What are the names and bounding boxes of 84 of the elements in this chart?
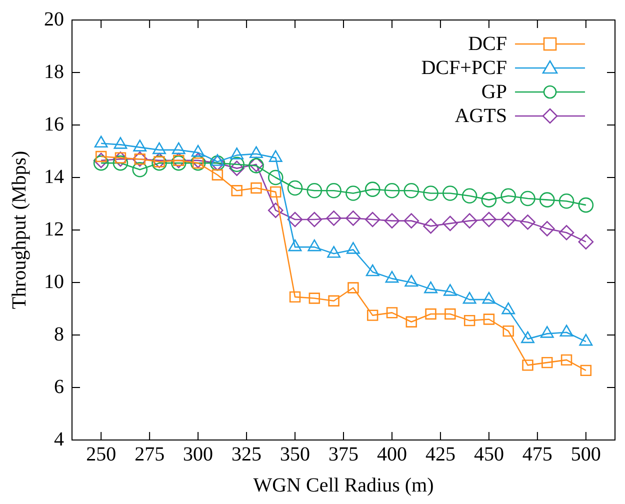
y-tick-label: 8 <box>54 323 64 346</box>
legend-label: DCF <box>468 32 507 56</box>
y-tick-label: 10 <box>44 270 64 293</box>
point <box>539 192 555 208</box>
legend-label: DCF+PCF <box>421 56 507 80</box>
x-tick-label: 300 <box>183 443 214 466</box>
point <box>250 182 262 194</box>
point <box>423 218 438 234</box>
point <box>404 213 420 228</box>
point <box>268 202 284 218</box>
point <box>442 216 458 232</box>
y-tick-label: 16 <box>44 113 64 136</box>
x-tick-label: 400 <box>376 443 407 466</box>
x-tick-label: 325 <box>232 443 262 466</box>
point <box>326 182 342 198</box>
x-tick-label: 450 <box>474 443 504 466</box>
point <box>502 325 514 337</box>
point <box>520 190 536 206</box>
point <box>346 210 361 226</box>
legend-label: AGTS <box>454 104 507 128</box>
x-tick-label: 350 <box>280 443 310 466</box>
y-tick-label: 12 <box>44 218 64 240</box>
y-tick-label: 18 <box>44 60 64 83</box>
point <box>348 282 359 294</box>
point <box>384 213 400 228</box>
point <box>500 188 516 204</box>
point <box>578 197 594 213</box>
x-axis-title: WGN Cell Radius (m) <box>253 474 434 496</box>
point <box>287 180 303 196</box>
point <box>406 316 417 328</box>
y-tick-label: 6 <box>54 376 64 398</box>
point <box>481 192 497 208</box>
x-tick-label: 275 <box>134 443 165 466</box>
point <box>364 182 380 197</box>
legend-label: GP <box>481 80 507 104</box>
x-tick-label: 475 <box>522 443 552 466</box>
y-tick-label: 4 <box>54 428 64 450</box>
point <box>500 212 516 228</box>
point <box>112 155 128 171</box>
point <box>386 307 398 318</box>
point <box>346 186 361 201</box>
point <box>268 170 284 186</box>
point <box>522 360 534 371</box>
point <box>289 291 301 303</box>
x-tick-label: 250 <box>86 443 116 466</box>
y-tick-label: 14 <box>44 166 64 188</box>
point <box>444 308 456 320</box>
point <box>326 210 342 226</box>
point <box>229 160 244 176</box>
point <box>558 224 574 240</box>
point <box>287 212 303 228</box>
point <box>483 314 495 325</box>
point <box>229 156 244 172</box>
point <box>364 212 380 228</box>
y-axis-title: Throughput (Mbps) <box>8 150 30 310</box>
point <box>425 308 436 320</box>
point <box>308 292 320 304</box>
point <box>270 186 282 198</box>
point <box>384 182 400 198</box>
point <box>231 185 242 196</box>
x-tick-label: 375 <box>328 443 358 466</box>
point <box>423 186 438 201</box>
point <box>212 169 224 180</box>
point <box>366 310 378 321</box>
point <box>462 188 478 204</box>
point <box>481 212 497 228</box>
point <box>442 186 458 201</box>
y-tick-label: 20 <box>44 8 64 30</box>
point <box>539 221 555 236</box>
point <box>578 234 594 250</box>
point <box>132 162 148 178</box>
point <box>580 364 592 376</box>
point <box>560 354 572 366</box>
point <box>542 356 553 368</box>
point <box>306 212 322 228</box>
point <box>328 295 340 306</box>
point <box>464 314 476 326</box>
x-tick-label: 425 <box>425 443 456 466</box>
x-tick-label: 500 <box>570 443 601 466</box>
point <box>462 213 478 228</box>
point <box>306 182 322 198</box>
point <box>404 182 420 198</box>
point <box>558 193 574 209</box>
point <box>520 214 536 230</box>
